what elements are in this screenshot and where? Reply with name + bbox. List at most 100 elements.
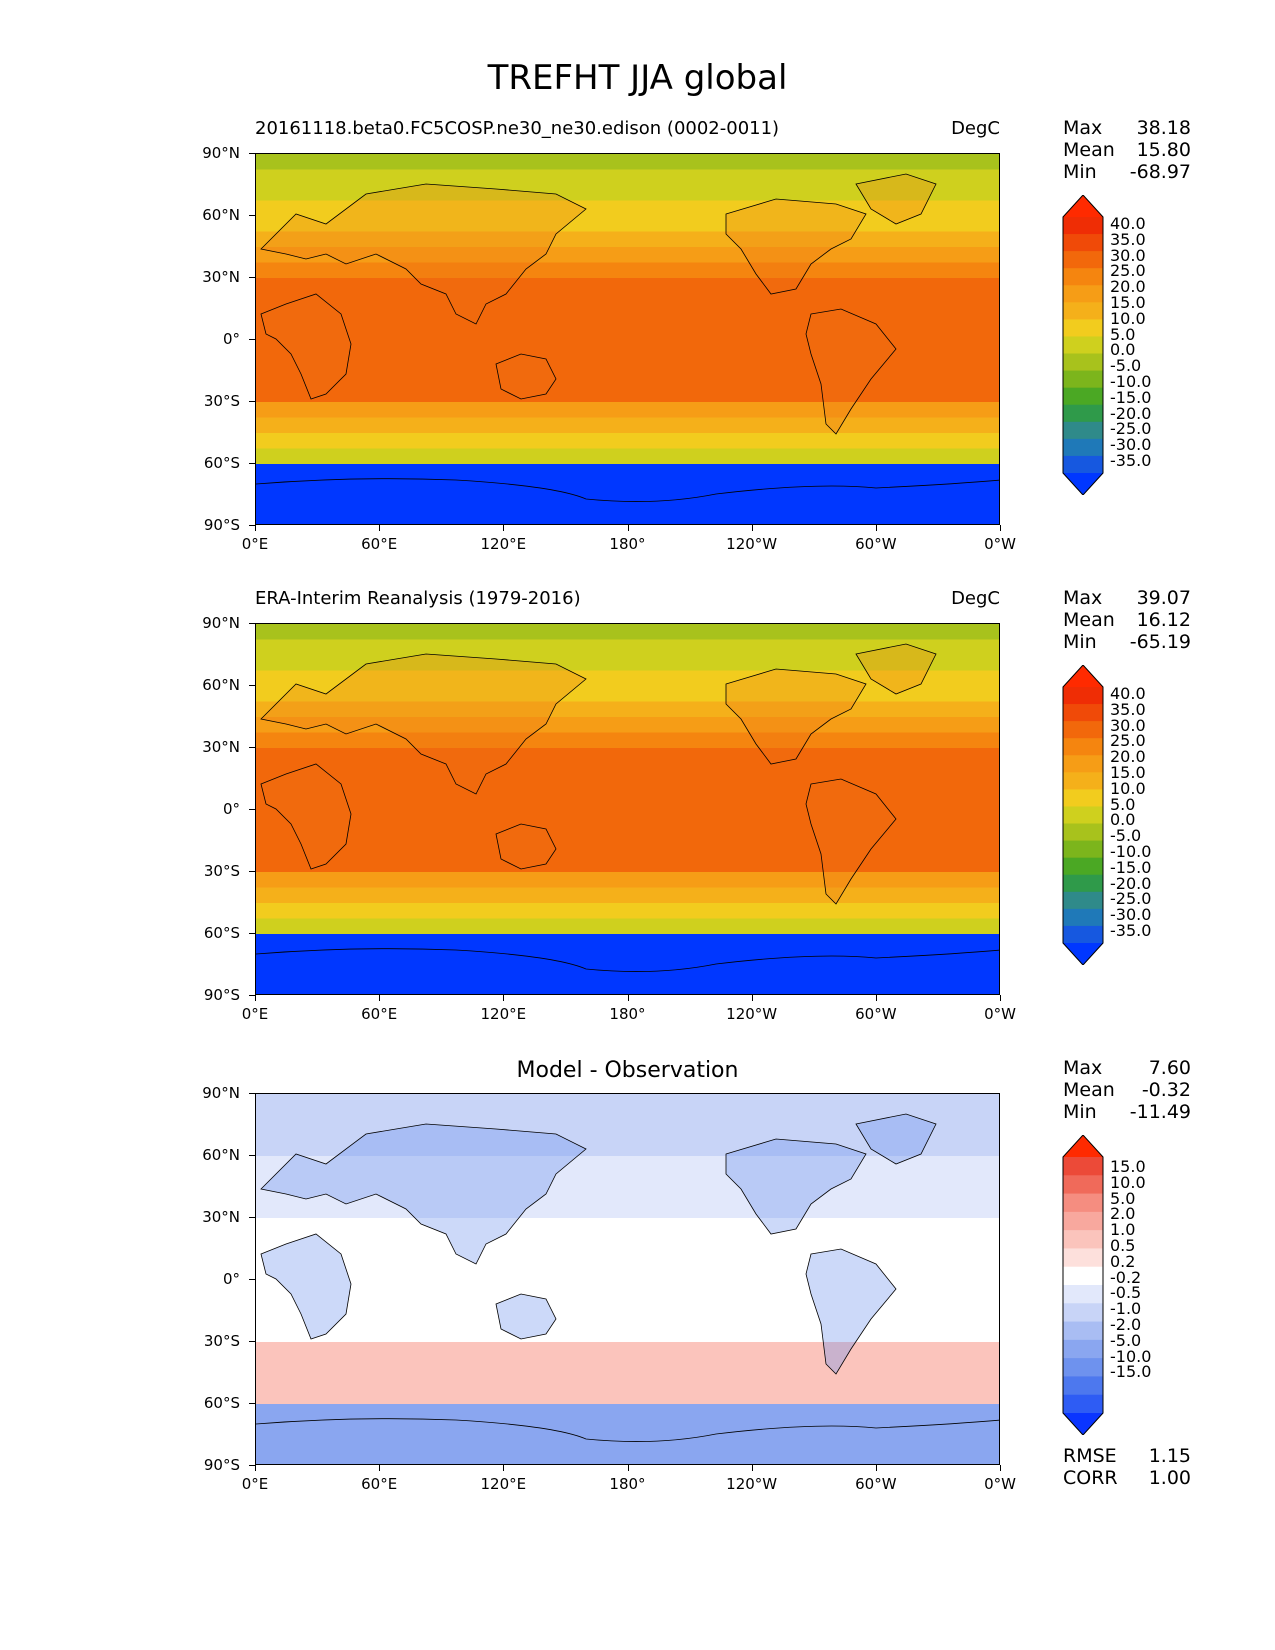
coastline [495,823,557,870]
stat-max: 39.07 [1136,587,1191,609]
latitude-band [256,1435,999,1452]
latitude-band [256,464,999,481]
colorbar-tick-label: 5.0 [1110,794,1136,814]
longitude-label: 120°E [480,535,527,553]
stat-rmse: 1.15 [1148,1445,1191,1467]
colorbar-tick-label: 5.0 [1110,1188,1136,1208]
colorbar-outline [1062,1135,1104,1435]
stat-label: RMSE [1063,1445,1117,1467]
latitude-band [256,200,999,217]
colorbar-model [1062,195,1104,495]
colorbar-outline [1062,195,1104,495]
longitude-tick [379,525,381,531]
colorbar-tick-label: -0.2 [1110,1267,1142,1287]
colorbar-tick-label: 20.0 [1110,747,1146,767]
colorbar-tick-label: -5.0 [1110,356,1142,376]
latitude-band [256,293,999,310]
colorbar-segment [1063,772,1103,790]
coastline [495,1293,557,1340]
longitude-label: 180° [609,1005,646,1023]
colorbar-tick-label: 15.0 [1110,292,1146,312]
colorbar-segment [1063,455,1103,474]
longitude-tick [751,525,753,531]
colorbar-segment [1063,319,1103,337]
latitude-label: 90°N [202,614,240,632]
stats-model: Max 38.18 Mean 15.80 Min -68.97 [1063,117,1191,183]
stats-observation: Max 39.07 Mean 16.12 Min -65.19 [1063,587,1191,653]
longitude-label: 60°E [361,1005,398,1023]
colorbar-outline [1062,665,1104,965]
longitude-tick [875,525,877,531]
latitude-band [256,748,999,765]
colorbar-tick-label: -25.0 [1110,419,1152,439]
latitude-label: 90°S [203,516,240,534]
latitude-tick [249,995,255,996]
colorbar-tick-label: 1.0 [1110,1220,1136,1240]
colorbar-segment [1063,1230,1103,1249]
stat-label: Max [1063,1057,1103,1079]
colorbar-segment [1063,823,1103,842]
panel-units: DegC [951,588,1000,609]
colorbar-extend-min [1063,473,1103,495]
latitude-band [256,1125,999,1142]
latitude-band [256,980,999,994]
longitude-tick [627,995,629,1001]
map-observation [255,623,1000,995]
stat-corr: 1.00 [1148,1467,1191,1489]
stats-difference: Max 7.60 Mean -0.32 Min -11.49 [1063,1057,1191,1123]
latitude-label: 60°S [203,454,240,472]
colorbar-segment [1063,1339,1103,1359]
latitude-label: 30°S [203,392,240,410]
latitude-band [256,1094,999,1111]
longitude-label: 60°W [855,535,897,553]
map-svg [256,624,999,994]
colorbar-segment [1063,687,1103,705]
colorbar-tick-label: -15.0 [1110,857,1152,877]
latitude-label: 60°N [202,1146,240,1164]
colorbar-tick-label: -15.0 [1110,1362,1152,1382]
coastline [260,183,587,325]
colorbar-tick-label: 30.0 [1110,245,1146,265]
stat-min: -11.49 [1129,1101,1191,1123]
stat-label: CORR [1063,1467,1118,1489]
colorbar-segment [1063,789,1103,807]
longitude-tick [503,995,505,1001]
latitude-band [256,340,999,357]
latitude-label: 0° [222,800,240,818]
panel-title: ERA-Interim Reanalysis (1979-2016) [255,588,581,609]
latitude-band [256,479,999,496]
colorbar-segment [1063,1321,1103,1341]
latitude-label: 90°S [203,986,240,1004]
colorbar-segment [1063,857,1103,876]
colorbar-segment [1063,891,1103,910]
colorbar-tick-label: 35.0 [1110,699,1146,719]
colorbar-observation [1062,665,1104,965]
coastline [260,1233,352,1340]
colorbar-segment [1063,285,1103,303]
latitude-band [256,934,999,951]
colorbar-tick-label: 10.0 [1110,1172,1146,1192]
latitude-band [256,655,999,672]
longitude-tick [1000,995,1001,1001]
colorbar-segment [1063,268,1103,286]
colorbar-segment [1063,1193,1103,1213]
map-svg [256,154,999,524]
colorbar-difference [1062,1135,1104,1435]
longitude-label: 0°W [984,1475,1016,1493]
latitude-band [256,1202,999,1219]
latitude-label: 30°N [202,268,240,286]
colorbar-segment [1063,251,1103,269]
colorbar-extend-max [1063,1135,1103,1157]
colorbar-tick-label: -10.0 [1110,841,1152,861]
latitude-band [256,1450,999,1464]
figure-title: TREFHT JJA global [487,58,788,98]
colorbar-segment [1063,302,1103,320]
latitude-band [256,779,999,796]
latitude-band [256,1326,999,1343]
latitude-band [256,510,999,524]
stat-min: -68.97 [1129,161,1191,183]
colorbar-labels-model: 40.0 35.0 30.0 25.0 20.0 15.0 10.0 5.0 0.0 -5.0 -1… [1110,216,1151,469]
coastline [805,1248,897,1375]
colorbar-tick-label: -20.0 [1110,403,1152,423]
stat-mean: 15.80 [1136,139,1191,161]
